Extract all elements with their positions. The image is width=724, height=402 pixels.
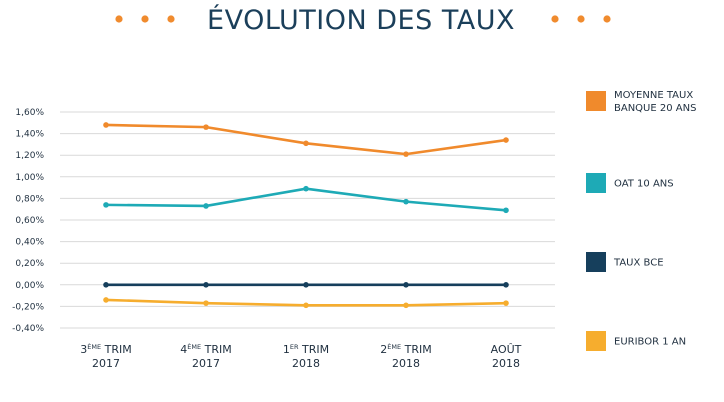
data-point xyxy=(403,198,409,205)
chart-title: ÉVOLUTION DES TAUX xyxy=(207,4,515,36)
series-line-0 xyxy=(104,123,508,156)
data-point xyxy=(303,282,309,288)
legend-item: TAUX BCE xyxy=(586,252,664,272)
title-dot-right-2 xyxy=(577,15,585,23)
title-dot-right-3 xyxy=(603,15,611,23)
data-point xyxy=(203,282,209,288)
y-tick-label: 0,80% xyxy=(15,194,44,204)
data-point xyxy=(503,300,509,306)
x-tick-year: 2018 xyxy=(492,357,520,370)
y-tick-label: -0,40% xyxy=(12,324,44,334)
x-tick-label: 1ER TRIM xyxy=(283,343,329,356)
legend-item: MOYENNE TAUX BANQUE 20 ANS xyxy=(586,90,696,114)
legend-label: TAUX BCE xyxy=(613,258,664,269)
data-point xyxy=(103,282,109,288)
x-tick-year: 2017 xyxy=(192,357,220,370)
series-points xyxy=(103,122,509,309)
y-tick-label: 0,20% xyxy=(15,259,44,269)
data-point xyxy=(203,300,209,306)
data-point xyxy=(403,282,409,288)
data-point xyxy=(503,137,509,143)
y-axis-ticks: 1,60% 1,40% 1,20% 1,00% 0,80% 0,60% 0,40% 0,20%… xyxy=(12,108,44,334)
series-line-1 xyxy=(104,187,508,212)
title-dot-right-1 xyxy=(551,15,559,23)
data-point xyxy=(503,282,509,288)
data-point xyxy=(203,203,209,209)
x-tick-year: 2017 xyxy=(92,357,120,370)
x-tick-label: 2ÈME TRIM xyxy=(380,342,431,356)
legend-label: MOYENNE TAUX xyxy=(614,90,693,101)
title-dot-left-3 xyxy=(167,15,175,23)
legend-swatch xyxy=(586,173,606,193)
legend-swatch xyxy=(586,331,606,351)
y-tick-label: 0,40% xyxy=(15,238,44,248)
legend-swatch xyxy=(586,252,606,272)
x-tick-year: 2018 xyxy=(292,357,320,370)
y-tick-label: 0,00% xyxy=(15,281,44,291)
data-point xyxy=(303,140,309,147)
y-tick-label: 1,60% xyxy=(15,108,44,118)
data-point xyxy=(403,302,409,309)
y-tick-label: 0,60% xyxy=(15,216,44,226)
x-tick-label: 4ÈME TRIM xyxy=(180,342,231,356)
legend-item: EURIBOR 1 AN xyxy=(586,331,686,351)
legend-swatch xyxy=(586,91,606,111)
data-point xyxy=(503,207,509,214)
data-point xyxy=(103,202,109,208)
data-point xyxy=(103,297,109,303)
chart-title-group: ÉVOLUTION DES TAUX xyxy=(115,4,611,36)
x-tick-label: AOÛT xyxy=(491,343,522,356)
y-tick-label: 1,20% xyxy=(15,151,44,161)
title-dot-left-2 xyxy=(141,15,149,23)
data-point xyxy=(303,185,309,192)
legend-label: EURIBOR 1 AN xyxy=(614,337,686,348)
x-tick-label: 3ÈME TRIM xyxy=(80,342,131,356)
y-tick-label: 1,00% xyxy=(15,173,44,183)
series-lines xyxy=(104,123,508,307)
title-dot-left-1 xyxy=(115,15,123,23)
data-point xyxy=(103,122,109,128)
y-tick-label: -0,20% xyxy=(12,302,44,312)
data-point xyxy=(403,151,409,157)
legend-label: BANQUE 20 ANS xyxy=(614,103,696,114)
legend: MOYENNE TAUX BANQUE 20 ANS OAT 10 ANS TAUX … xyxy=(586,90,696,351)
legend-label: OAT 10 ANS xyxy=(614,179,674,190)
legend-item: OAT 10 ANS xyxy=(586,173,674,193)
y-tick-label: 1,40% xyxy=(15,130,44,140)
data-point xyxy=(303,302,309,309)
x-tick-year: 2018 xyxy=(392,357,420,370)
data-point xyxy=(203,124,209,130)
